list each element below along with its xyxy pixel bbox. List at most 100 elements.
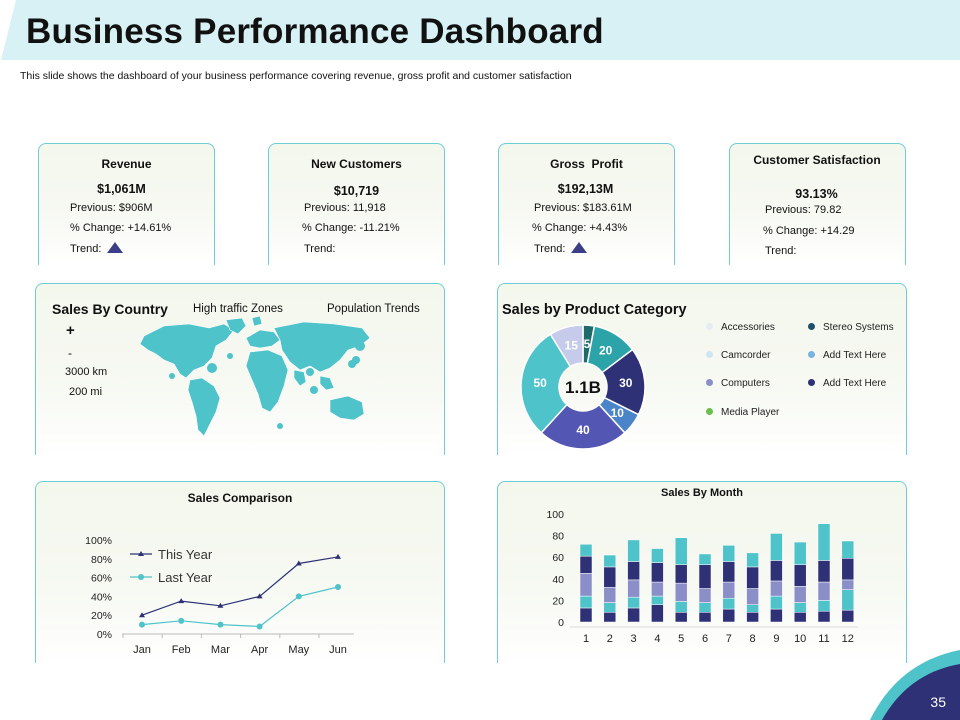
donut-slice[interactable] (540, 403, 626, 450)
bar-segment (698, 553, 712, 566)
bar-segment (841, 540, 855, 559)
bar-segment (674, 564, 688, 584)
donut-slice[interactable] (549, 324, 584, 368)
bar-segment (746, 552, 759, 568)
traffic-marker[interactable] (310, 386, 318, 394)
x-tick-label: 2 (607, 633, 613, 645)
bar-segment (722, 608, 736, 623)
bar-segment (817, 610, 831, 623)
tab-high-traffic-zones[interactable]: High traffic Zones (193, 303, 283, 315)
kpi-previous: Previous: $183.61M (534, 202, 632, 214)
slice-label: 20 (599, 343, 613, 357)
bar-segment (651, 604, 664, 623)
bar-segment (841, 558, 855, 581)
y-tick-label: 40% (91, 591, 112, 603)
traffic-marker[interactable] (169, 373, 175, 379)
bar-segment (651, 562, 664, 583)
slice-label: 30 (619, 376, 633, 390)
x-tick-label: Apr (251, 644, 268, 656)
bar-segment (793, 564, 807, 587)
kpi-trend-label: Trend: (304, 243, 336, 255)
traffic-marker[interactable] (348, 360, 356, 368)
x-tick-label: Feb (172, 644, 191, 656)
bar-segment (603, 566, 617, 588)
traffic-marker[interactable] (192, 354, 200, 362)
legend-label: Accessories (721, 322, 775, 333)
bar-segment (841, 609, 855, 623)
kpi-card-gross-profit: Gross Profit $192,13M Previous: $183.61M… (498, 143, 675, 265)
data-point (217, 602, 224, 608)
bar-segment (603, 602, 617, 613)
bar-segment (579, 543, 593, 557)
bar-segment (674, 601, 688, 613)
traffic-marker[interactable] (277, 423, 283, 429)
legend-label: Last Year (158, 570, 213, 585)
zoom-out-button[interactable]: - (68, 346, 72, 360)
traffic-marker[interactable] (306, 368, 314, 376)
legend-item: Accessories (706, 322, 775, 333)
bar-segment (674, 537, 688, 566)
legend-item: Media Player (706, 407, 779, 418)
traffic-marker[interactable] (181, 341, 187, 347)
bar-segment (627, 561, 640, 581)
x-tick-label: 10 (794, 633, 806, 645)
sales-comparison-panel: Sales Comparison 0% 20% 40% 60% 80% 100% Jan Fe… (35, 481, 445, 663)
x-tick-label: 1 (583, 633, 589, 645)
legend-marker (138, 574, 144, 580)
x-tick-label: Jun (329, 644, 347, 656)
scale-mi: 200 mi (69, 386, 103, 398)
y-tick-label: 100 (546, 509, 564, 521)
y-tick-label: 0 (558, 617, 564, 629)
kpi-trend: Trend: (534, 242, 588, 255)
page-title: Business Performance Dashboard (26, 12, 604, 51)
x-tick-label: 4 (654, 633, 660, 645)
data-point (295, 560, 302, 566)
kpi-previous: Previous: 79.82 (765, 204, 842, 216)
legend-item: Computers (706, 378, 770, 389)
traffic-marker[interactable] (355, 341, 365, 351)
traffic-marker[interactable] (207, 363, 217, 373)
bar-segment (722, 545, 736, 562)
bar-segment (793, 602, 807, 613)
page-number: 35 (930, 694, 946, 710)
x-tick-label: 7 (726, 633, 732, 645)
kpi-title: Gross Profit (550, 157, 623, 171)
traffic-marker[interactable] (283, 347, 289, 353)
bar-segment (793, 586, 807, 603)
traffic-marker[interactable] (259, 359, 265, 365)
donut-center-label: 1.1B (565, 378, 601, 397)
bar-segment (793, 612, 807, 623)
y-tick-label: 40 (552, 574, 564, 586)
legend-label: Camcorder (721, 350, 771, 361)
bar-segment (793, 541, 807, 566)
bar-segment (651, 595, 664, 605)
kpi-card-new-customers: New Customers $10,719 Previous: 11,918 %… (268, 143, 445, 265)
traffic-marker[interactable] (227, 353, 233, 359)
data-point (256, 593, 263, 599)
legend-label: This Year (158, 547, 213, 562)
line-chart: 0% 20% 40% 60% 80% 100% Jan Feb Mar Apr May Jun This… (85, 535, 354, 656)
legend-swatch (706, 408, 713, 415)
bar-segment (841, 579, 855, 590)
legend-label: Add Text Here (823, 378, 887, 389)
sales-by-country-panel: Sales By Country High traffic Zones Popu… (35, 283, 445, 455)
bar-segment (603, 554, 617, 568)
legend-swatch (808, 323, 815, 330)
tab-population-trends[interactable]: Population Trends (327, 303, 420, 315)
kpi-change: % Change: -11.21% (302, 222, 400, 234)
kpi-previous: Previous: $906M (70, 202, 153, 214)
zoom-in-button[interactable]: + (66, 322, 75, 339)
kpi-title: Revenue (101, 157, 152, 171)
kpi-card-revenue: Revenue $1,061M Previous: $906M % Change… (38, 143, 215, 265)
traffic-marker[interactable] (319, 353, 325, 359)
bar-segment (698, 602, 712, 613)
donut-slice[interactable] (520, 333, 572, 434)
kpi-change: % Change: +14.29 (763, 225, 855, 237)
bar-segment (698, 612, 712, 623)
bar-segment (627, 579, 640, 598)
bar-segment (698, 588, 712, 603)
bar-segment (651, 548, 664, 563)
bar-segment (579, 607, 593, 623)
data-point (335, 584, 341, 590)
